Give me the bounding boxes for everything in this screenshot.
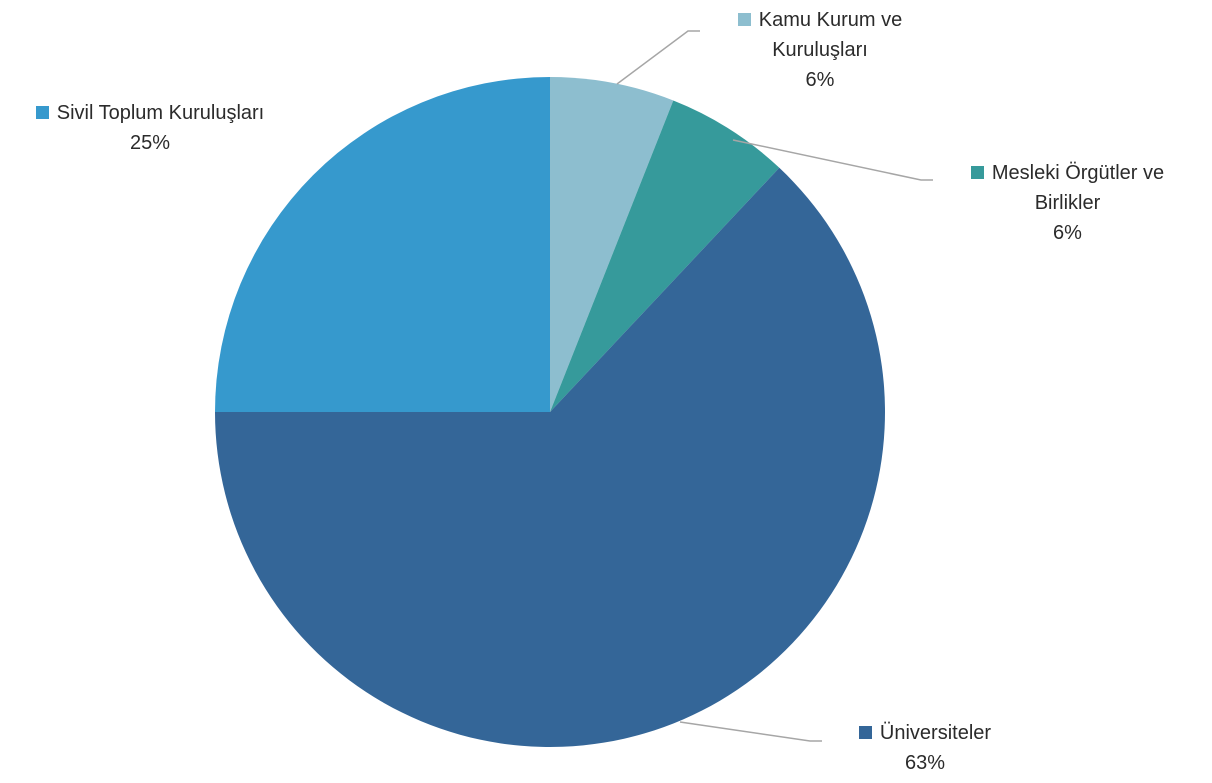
swatch-universiteler <box>858 726 872 739</box>
pie-slice-universiteler <box>214 167 885 748</box>
category-label-cont: Birlikler <box>1034 192 1101 214</box>
value-label: 6% <box>805 69 835 91</box>
swatch-mesleki-orgutler <box>970 166 984 179</box>
leader-lines <box>616 30 933 742</box>
data-label-sivil-toplum: Sivil Toplum Kuruluşları 25% <box>0 98 300 158</box>
category-label: Sivil Toplum Kuruluşları <box>56 102 265 124</box>
pie-slice-sivil-toplum <box>215 77 550 412</box>
pie-slice-kamu-kurum <box>550 77 674 412</box>
leader-line <box>679 721 822 742</box>
value-label: 6% <box>1053 222 1082 244</box>
category-label: Mesleki Örgütler ve <box>991 162 1165 184</box>
category-label: Üniversiteler <box>879 722 992 744</box>
swatch-sivil-toplum <box>35 106 49 119</box>
leader-line <box>616 30 700 85</box>
data-label-universiteler: Üniversiteler 63% <box>815 718 1035 778</box>
pie-slice-mesleki-orgutler <box>550 100 780 413</box>
pie-slices <box>214 77 885 748</box>
category-label-cont: Kuruluşları <box>772 39 868 61</box>
swatch-kamu-kurum <box>737 13 751 26</box>
value-label: 63% <box>904 752 946 774</box>
data-label-mesleki-orgutler: Mesleki Örgütler ve Birlikler 6% <box>930 158 1205 248</box>
value-label: 25% <box>129 132 171 154</box>
data-label-kamu-kurum: Kamu Kurum ve Kuruluşları 6% <box>690 5 950 95</box>
leader-line <box>732 139 933 181</box>
category-label: Kamu Kurum ve <box>758 9 903 31</box>
